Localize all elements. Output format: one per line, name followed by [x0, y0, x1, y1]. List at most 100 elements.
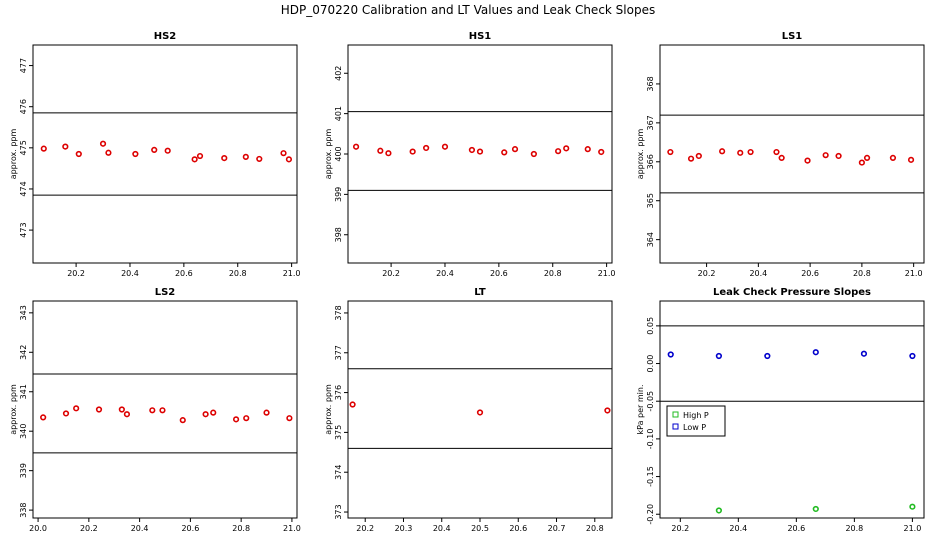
x-tick-label: 20.2 — [382, 269, 400, 278]
y-tick-label: -0.20 — [646, 504, 655, 525]
data-point — [667, 148, 674, 156]
x-tick-label: 21.0 — [903, 524, 921, 533]
data-point-low-p — [909, 352, 916, 360]
data-point — [584, 146, 591, 153]
y-tick-label: 0.00 — [646, 355, 655, 373]
data-point — [476, 409, 484, 416]
data-point — [232, 416, 240, 423]
data-point — [530, 150, 537, 158]
y-tick-label: 376 — [334, 385, 343, 400]
x-tick-label: 21.0 — [598, 269, 616, 278]
data-point — [210, 409, 217, 416]
data-point-low-p — [667, 351, 674, 358]
y-axis-label: approx. ppm — [9, 384, 18, 435]
x-tick-label: 20.6 — [787, 524, 805, 533]
data-point — [62, 143, 69, 150]
y-tick-label: 338 — [19, 502, 28, 517]
data-point-high-p — [715, 507, 722, 514]
data-point — [256, 155, 263, 163]
data-point — [105, 149, 112, 156]
legend-box — [666, 405, 726, 437]
panel-title: HS2 — [154, 31, 177, 42]
data-point — [598, 148, 605, 156]
chart-panel-1: HS2 20.2 20.4 20.6 20.8 21.0 473 474 475 476 477 ap… — [9, 31, 301, 278]
x-tick-label: 20.4 — [436, 269, 454, 278]
data-point — [377, 147, 384, 154]
chart-panel-2: HS1 20.2 20.4 20.6 20.8 21.0 398 399 400 401 402 ap… — [324, 31, 616, 278]
y-tick-label: 476 — [19, 99, 28, 114]
data-point — [863, 154, 871, 161]
y-tick-label: 399 — [334, 187, 343, 202]
x-tick-label: 20.6 — [509, 524, 527, 533]
data-point-low-p — [764, 352, 771, 360]
y-tick-label: 378 — [334, 305, 343, 320]
data-point — [75, 150, 82, 158]
data-point — [747, 148, 754, 156]
data-point — [476, 148, 484, 155]
x-tick-label: 20.2 — [356, 524, 374, 533]
x-tick-label: 20.0 — [29, 524, 47, 533]
y-tick-label: 373 — [334, 504, 343, 519]
data-point — [778, 154, 785, 161]
y-tick-label: 0.05 — [646, 317, 655, 335]
data-point — [95, 406, 103, 413]
data-point — [242, 153, 249, 160]
x-tick-label: 20.6 — [490, 269, 508, 278]
data-point — [99, 140, 107, 147]
x-tick-label: 20.8 — [845, 524, 863, 533]
data-point-low-p — [812, 349, 819, 356]
data-point-high-p — [812, 505, 819, 513]
data-point — [555, 148, 562, 155]
y-tick-label: 402 — [334, 66, 343, 81]
data-point — [352, 143, 360, 150]
data-point — [773, 148, 780, 156]
data-point — [179, 417, 186, 424]
data-point — [501, 149, 508, 156]
data-point — [423, 144, 430, 152]
y-axis-label: approx. ppm — [9, 129, 18, 180]
data-point — [243, 415, 250, 422]
plot-frame — [32, 300, 298, 519]
data-point — [73, 405, 80, 412]
data-point — [804, 157, 811, 164]
y-axis-label: approx. ppm — [636, 129, 645, 180]
y-tick-label: 398 — [334, 227, 343, 242]
data-point — [40, 145, 47, 152]
data-point — [40, 414, 47, 421]
y-tick-label: 401 — [334, 106, 343, 121]
chart-panel-3: LS1 20.2 20.4 20.6 20.8 21.0 364 365 366 367 368 ap… — [636, 31, 925, 278]
data-point — [263, 409, 270, 416]
y-tick-label: -0.10 — [646, 429, 655, 450]
data-point — [409, 148, 416, 155]
x-tick-label: 20.8 — [232, 524, 250, 533]
y-tick-label: 343 — [19, 305, 28, 320]
panel-title: HS1 — [469, 31, 492, 42]
plot-frame — [32, 44, 298, 264]
data-point — [687, 155, 695, 162]
data-point — [123, 411, 131, 418]
x-tick-label: 20.8 — [586, 524, 604, 533]
x-tick-label: 20.2 — [671, 524, 689, 533]
x-tick-label: 20.8 — [229, 269, 247, 278]
x-tick-label: 21.0 — [905, 269, 923, 278]
y-tick-label: 367 — [646, 115, 655, 130]
y-tick-label: 474 — [19, 181, 28, 196]
panel-title: LT — [474, 287, 486, 298]
x-tick-label: 20.2 — [698, 269, 716, 278]
data-point — [822, 152, 829, 159]
x-tick-label: 20.4 — [433, 524, 451, 533]
data-point — [858, 159, 865, 166]
x-tick-label: 21.0 — [283, 524, 301, 533]
legend-marker — [672, 423, 679, 430]
data-point-low-p — [860, 350, 868, 357]
panel-title: Leak Check Pressure Slopes — [713, 287, 871, 298]
data-point — [221, 155, 228, 162]
data-point — [349, 401, 356, 408]
y-tick-label: 473 — [19, 222, 28, 237]
data-point — [151, 146, 158, 153]
y-axis-label: approx. ppm — [324, 384, 333, 435]
data-point — [441, 143, 449, 150]
y-tick-label: 342 — [19, 345, 28, 360]
data-point — [132, 150, 139, 158]
legend-marker — [672, 411, 679, 418]
